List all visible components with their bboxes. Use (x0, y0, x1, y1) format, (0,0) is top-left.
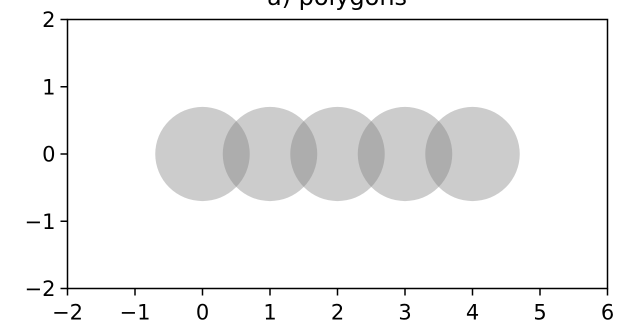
circle-polygon-0 (155, 106, 250, 202)
x-tick-label: 3 (398, 301, 411, 325)
y-axis: −2 −1 0 1 2 (25, 8, 68, 301)
y-tick-label: 2 (42, 8, 55, 32)
x-tick-label: 4 (466, 301, 479, 325)
circle-polygon-4 (425, 106, 520, 202)
circle-polygon-1 (222, 106, 318, 202)
x-tick-label: −2 (52, 301, 83, 325)
circle-polygon-3 (357, 106, 453, 202)
x-tick-label: 5 (533, 301, 546, 325)
chart-title: a) polygons (267, 0, 407, 11)
x-tick-label: −1 (120, 301, 151, 325)
y-tick-label: −2 (25, 277, 56, 301)
x-tick-label: 6 (601, 301, 614, 325)
plot-marks (155, 106, 520, 202)
y-tick-label: −1 (25, 210, 56, 234)
x-tick-label: 2 (331, 301, 344, 325)
x-tick-label: 1 (263, 301, 276, 325)
x-tick-label: 0 (196, 301, 209, 325)
x-axis: −2 −1 0 1 2 3 4 5 6 (52, 288, 614, 325)
y-tick-label: 0 (42, 143, 55, 167)
y-tick-label: 1 (42, 75, 55, 99)
circle-polygon-2 (290, 106, 385, 202)
